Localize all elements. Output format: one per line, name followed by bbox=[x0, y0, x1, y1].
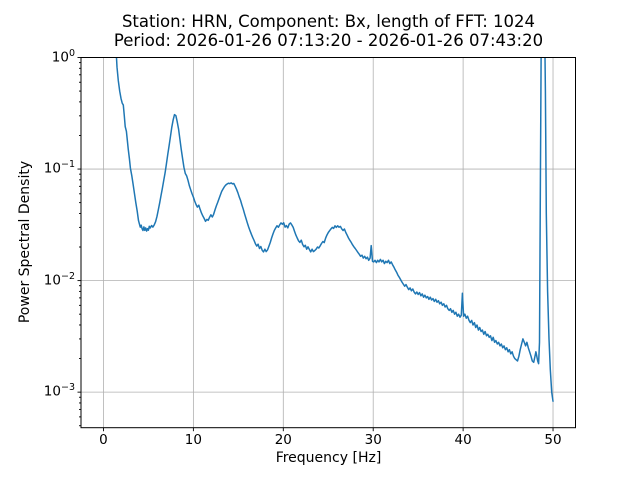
x-tick-label: 0 bbox=[99, 432, 108, 448]
y-tick-label: 10−3 bbox=[43, 382, 75, 400]
psd-line bbox=[115, 57, 554, 402]
y-tick-label: 10−1 bbox=[43, 159, 75, 177]
chart-title-line2: Period: 2026-01-26 07:13:20 - 2026-01-26… bbox=[113, 30, 544, 50]
y-tick-label: 10−2 bbox=[43, 270, 75, 289]
axis-ticks bbox=[77, 57, 554, 432]
chart-title: Station: HRN, Component: Bx, length of F… bbox=[81, 12, 576, 50]
x-axis-label: Frequency [Hz] bbox=[275, 450, 382, 466]
x-tick-label: 30 bbox=[364, 432, 382, 448]
x-tick-label: 10 bbox=[184, 432, 202, 448]
grid bbox=[81, 57, 576, 428]
plot-border bbox=[80, 57, 576, 429]
chart-title-line1: Station: HRN, Component: Bx, length of F… bbox=[121, 12, 536, 31]
y-tick-label: 100 bbox=[51, 47, 75, 65]
x-tick-label: 40 bbox=[454, 432, 472, 448]
x-tick-label: 20 bbox=[274, 432, 292, 448]
x-tick-label: 50 bbox=[544, 432, 562, 448]
y-axis-label: Power Spectral Density bbox=[17, 160, 33, 324]
